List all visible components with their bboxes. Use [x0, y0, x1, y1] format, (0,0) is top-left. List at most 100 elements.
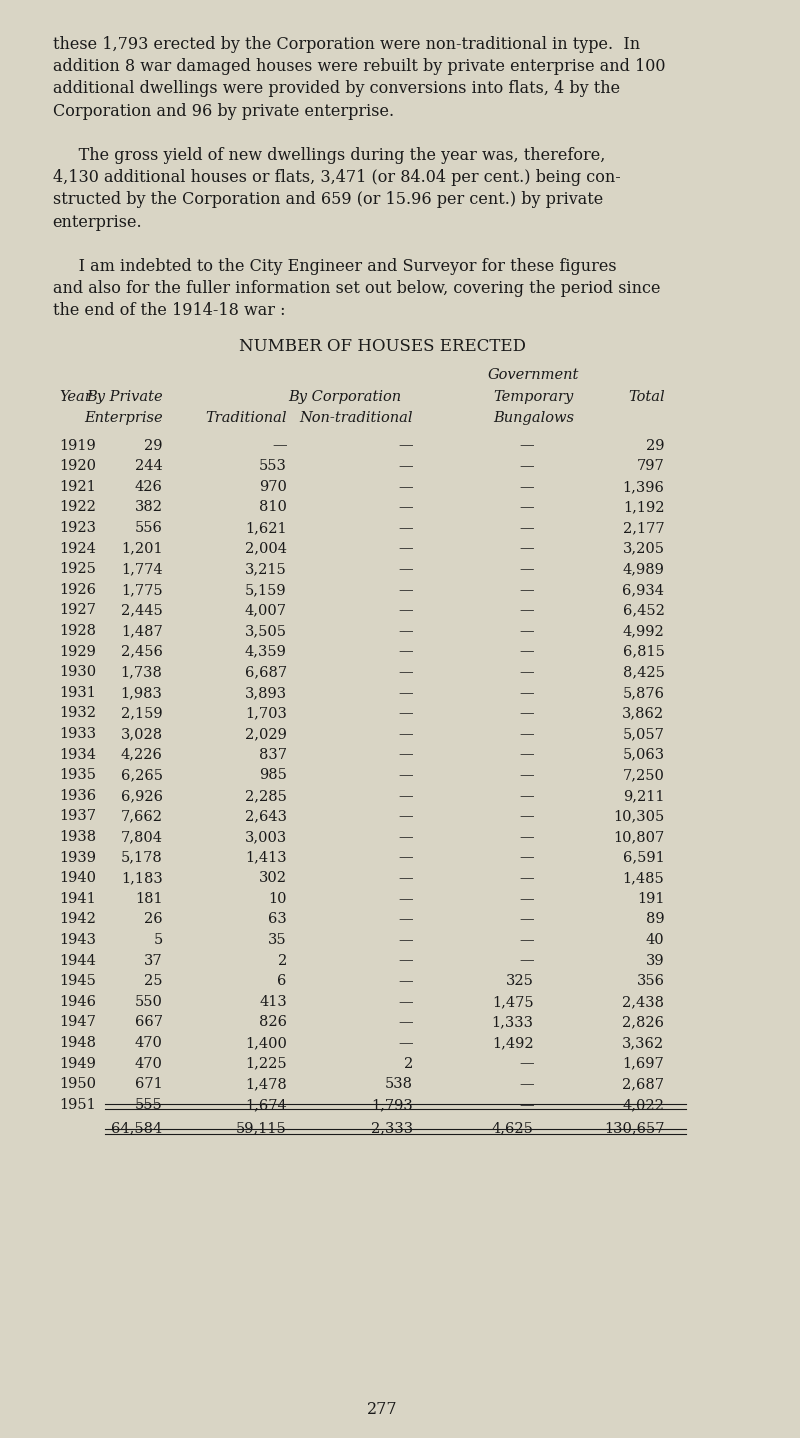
Text: 26: 26 [144, 912, 162, 926]
Text: 1,487: 1,487 [121, 624, 162, 638]
Text: 671: 671 [134, 1077, 162, 1091]
Text: —: — [519, 1077, 534, 1091]
Text: —: — [398, 562, 413, 577]
Text: 1923: 1923 [59, 521, 96, 535]
Text: 6,926: 6,926 [121, 789, 162, 802]
Text: Non-traditional: Non-traditional [299, 411, 413, 424]
Text: 25: 25 [144, 974, 162, 988]
Text: 1925: 1925 [59, 562, 96, 577]
Text: 277: 277 [367, 1401, 398, 1418]
Text: 1929: 1929 [59, 644, 96, 659]
Text: 2,004: 2,004 [245, 542, 287, 555]
Text: 29: 29 [646, 439, 665, 453]
Text: —: — [519, 439, 534, 453]
Text: 3,205: 3,205 [622, 542, 665, 555]
Text: —: — [398, 892, 413, 906]
Text: —: — [398, 789, 413, 802]
Text: —: — [519, 521, 534, 535]
Text: 2: 2 [278, 953, 287, 968]
Text: 555: 555 [134, 1097, 162, 1112]
Text: 985: 985 [259, 768, 287, 782]
Text: 7,804: 7,804 [121, 830, 162, 844]
Text: 1,400: 1,400 [245, 1035, 287, 1050]
Text: 325: 325 [506, 974, 534, 988]
Text: —: — [398, 706, 413, 720]
Text: 1942: 1942 [59, 912, 96, 926]
Text: I am indebted to the City Engineer and Surveyor for these figures: I am indebted to the City Engineer and S… [53, 257, 616, 275]
Text: 6,815: 6,815 [622, 644, 665, 659]
Text: 1933: 1933 [59, 728, 97, 741]
Text: —: — [519, 851, 534, 864]
Text: —: — [519, 562, 534, 577]
Text: 6,452: 6,452 [622, 604, 665, 617]
Text: 5: 5 [154, 933, 162, 948]
Text: 1,738: 1,738 [121, 666, 162, 679]
Text: —: — [398, 644, 413, 659]
Text: 1,413: 1,413 [246, 851, 287, 864]
Text: 6,265: 6,265 [121, 768, 162, 782]
Text: 4,007: 4,007 [245, 604, 287, 617]
Text: 1930: 1930 [59, 666, 97, 679]
Text: —: — [519, 706, 534, 720]
Text: 1943: 1943 [59, 933, 96, 948]
Text: —: — [398, 542, 413, 555]
Text: 7,250: 7,250 [622, 768, 665, 782]
Text: 826: 826 [259, 1015, 287, 1030]
Text: —: — [519, 604, 534, 617]
Text: 2,159: 2,159 [121, 706, 162, 720]
Text: 1,492: 1,492 [492, 1035, 534, 1050]
Text: —: — [519, 830, 534, 844]
Text: 1920: 1920 [59, 459, 96, 473]
Text: 1,396: 1,396 [622, 480, 665, 493]
Text: 3,862: 3,862 [622, 706, 665, 720]
Text: —: — [519, 953, 534, 968]
Text: —: — [398, 686, 413, 700]
Text: 3,362: 3,362 [622, 1035, 665, 1050]
Text: 1924: 1924 [59, 542, 96, 555]
Text: 4,989: 4,989 [622, 562, 665, 577]
Text: 6,934: 6,934 [622, 582, 665, 597]
Text: —: — [398, 1035, 413, 1050]
Text: these 1,793 erected by the Corporation were non-traditional in type.  In: these 1,793 erected by the Corporation w… [53, 36, 640, 53]
Text: 2,333: 2,333 [371, 1122, 413, 1136]
Text: —: — [398, 624, 413, 638]
Text: 4,359: 4,359 [245, 644, 287, 659]
Text: —: — [398, 851, 413, 864]
Text: 1941: 1941 [59, 892, 96, 906]
Text: —: — [398, 933, 413, 948]
Text: Total: Total [628, 390, 665, 404]
Text: 7,662: 7,662 [121, 810, 162, 824]
Text: —: — [519, 459, 534, 473]
Text: 1926: 1926 [59, 582, 96, 597]
Text: 191: 191 [637, 892, 665, 906]
Text: 1945: 1945 [59, 974, 96, 988]
Text: Enterprise: Enterprise [84, 411, 162, 424]
Text: 302: 302 [259, 871, 287, 886]
Text: 356: 356 [637, 974, 665, 988]
Text: 1927: 1927 [59, 604, 96, 617]
Text: and also for the fuller information set out below, covering the period since: and also for the fuller information set … [53, 280, 660, 298]
Text: —: — [272, 439, 287, 453]
Text: 1,703: 1,703 [245, 706, 287, 720]
Text: 2,438: 2,438 [622, 995, 665, 1009]
Text: 10,305: 10,305 [614, 810, 665, 824]
Text: By Corporation: By Corporation [289, 390, 402, 404]
Text: —: — [398, 768, 413, 782]
Text: The gross yield of new dwellings during the year was, therefore,: The gross yield of new dwellings during … [53, 147, 605, 164]
Text: 2,445: 2,445 [121, 604, 162, 617]
Text: 1932: 1932 [59, 706, 96, 720]
Text: 2: 2 [404, 1057, 413, 1071]
Text: NUMBER OF HOUSES ERECTED: NUMBER OF HOUSES ERECTED [239, 338, 526, 355]
Text: 5,178: 5,178 [121, 851, 162, 864]
Text: 1939: 1939 [59, 851, 96, 864]
Text: —: — [398, 871, 413, 886]
Text: —: — [398, 974, 413, 988]
Text: the end of the 1914-18 war :: the end of the 1914-18 war : [53, 302, 285, 319]
Text: 970: 970 [259, 480, 287, 493]
Text: 470: 470 [134, 1057, 162, 1071]
Text: 4,130 additional houses or flats, 3,471 (or 84.04 per cent.) being con-: 4,130 additional houses or flats, 3,471 … [53, 170, 620, 186]
Text: 1,674: 1,674 [245, 1097, 287, 1112]
Text: 244: 244 [134, 459, 162, 473]
Text: 426: 426 [134, 480, 162, 493]
Text: Year: Year [59, 390, 92, 404]
